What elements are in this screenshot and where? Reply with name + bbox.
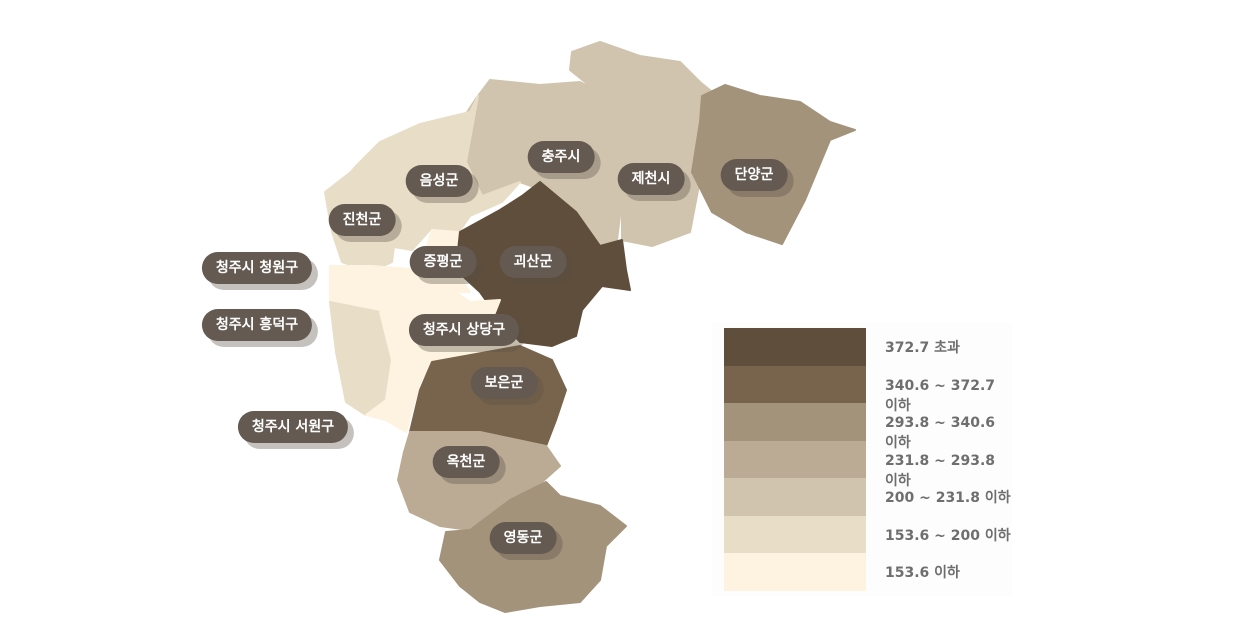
- legend-label: 340.6 ~ 372.7 이하: [885, 377, 996, 414]
- region-label[interactable]: 단양군: [720, 159, 788, 191]
- region-1[interactable]: [569, 41, 723, 247]
- region-label[interactable]: 제천시: [617, 163, 685, 195]
- legend-label: 153.6 이하: [885, 565, 960, 581]
- legend-label: 372.7 초과: [885, 340, 960, 356]
- legend-label: 231.8 ~ 293.8 이하: [885, 452, 996, 489]
- legend-swatch: [724, 553, 866, 591]
- region-label[interactable]: 영동군: [489, 522, 557, 554]
- legend-swatch: [724, 365, 866, 404]
- legend-swatch: [724, 515, 866, 554]
- legend-swatch: [724, 403, 866, 441]
- region-label[interactable]: 청주시 서원구: [237, 411, 349, 443]
- region-label[interactable]: 증평군: [409, 246, 477, 278]
- region-label[interactable]: 충주시: [527, 141, 595, 173]
- legend-label: 293.8 ~ 340.6 이하: [885, 415, 996, 451]
- region-label[interactable]: 진천군: [328, 204, 396, 236]
- region-10[interactable]: [365, 311, 407, 433]
- region-label[interactable]: 음성군: [405, 165, 473, 197]
- region-label[interactable]: 청주시 청원구: [201, 252, 313, 284]
- legend-swatch: [724, 440, 866, 479]
- region-label[interactable]: 괴산군: [499, 246, 567, 278]
- legend: 372.7 초과 340.6 ~ 372.7 이하 293.8 ~ 340.6 이하…: [712, 322, 1012, 596]
- legend-label: 200 ~ 231.8 이하: [885, 490, 1011, 506]
- legend-label: 153.6 ~ 200 이하: [885, 527, 1011, 544]
- region-label[interactable]: 보은군: [470, 367, 538, 399]
- region-label[interactable]: 청주시 흥덕구: [201, 309, 313, 341]
- legend-swatch: [724, 328, 866, 366]
- region-label[interactable]: 옥천군: [432, 446, 500, 478]
- legend-swatch: [724, 478, 866, 516]
- region-label[interactable]: 청주시 상당구: [408, 314, 520, 346]
